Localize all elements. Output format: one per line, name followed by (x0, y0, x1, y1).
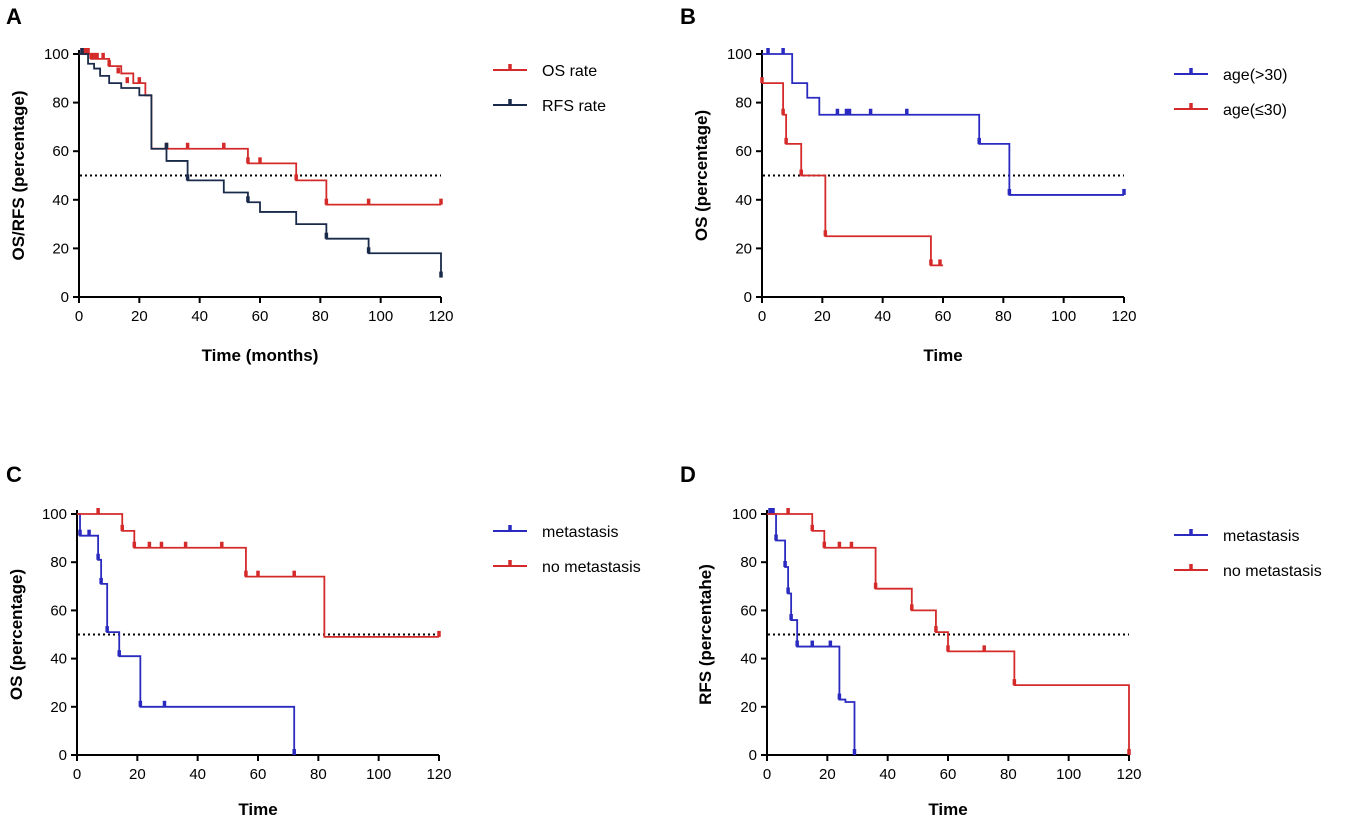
legend-label: RFS rate (542, 98, 606, 115)
y-tick-label: 80 (735, 95, 752, 112)
x-tick-label: 60 (252, 308, 269, 325)
x-tick-label: 40 (879, 766, 896, 783)
x-tick-label: 80 (995, 308, 1012, 325)
series-line-0 (762, 53, 1124, 196)
x-tick-label: 20 (814, 308, 831, 325)
y-tick-label: 60 (740, 602, 757, 619)
panel-letter: C (6, 462, 22, 487)
y-tick-label: 100 (732, 506, 757, 523)
legend-label: age(>30) (1223, 67, 1288, 84)
chart-panel-d: D 0 20 40 60 80 100 0 20 40 60 80 100 120 Time RFS (per… (680, 462, 1322, 818)
legend-label: age(≤30) (1223, 102, 1287, 119)
y-tick-label: 60 (52, 143, 69, 160)
y-tick-label: 20 (735, 240, 752, 257)
y-tick-label: 100 (44, 46, 69, 63)
x-tick-label: 60 (250, 766, 267, 783)
y-tick-label: 60 (50, 602, 67, 619)
panel-letter: B (680, 4, 696, 29)
x-tick-label: 100 (1051, 308, 1076, 325)
chart-panel-c: C 0 20 40 60 80 100 0 20 40 60 80 100 120 Time OS (perc… (6, 462, 641, 818)
y-axis-title: OS (percentage) (7, 569, 26, 700)
legend-label: no metastasis (542, 559, 641, 576)
y-tick-label: 0 (61, 289, 69, 306)
y-tick-label: 80 (50, 554, 67, 571)
x-tick-label: 100 (368, 308, 393, 325)
y-axis-title: OS/RFS (percentage) (9, 90, 28, 260)
x-tick-label: 100 (366, 766, 391, 783)
x-tick-label: 80 (1000, 766, 1017, 783)
y-tick-label: 100 (727, 46, 752, 63)
legend-label: metastasis (1223, 528, 1299, 545)
x-tick-label: 120 (426, 766, 451, 783)
x-tick-label: 120 (1116, 766, 1141, 783)
x-tick-label: 60 (935, 308, 952, 325)
x-tick-label: 20 (819, 766, 836, 783)
y-tick-label: 100 (42, 506, 67, 523)
y-tick-label: 0 (744, 289, 752, 306)
x-tick-label: 0 (73, 766, 81, 783)
legend-label: metastasis (542, 524, 618, 541)
y-tick-label: 20 (740, 699, 757, 716)
y-tick-label: 40 (740, 651, 757, 668)
y-axis-title: OS (percentage) (692, 110, 711, 241)
legend-label: no metastasis (1223, 563, 1322, 580)
x-tick-label: 0 (75, 308, 83, 325)
y-tick-label: 40 (50, 651, 67, 668)
x-tick-label: 0 (763, 766, 771, 783)
series-line-1 (77, 513, 439, 638)
x-axis-title: Time (928, 800, 967, 818)
legend-label: OS rate (542, 63, 597, 80)
y-tick-label: 0 (59, 747, 67, 764)
x-tick-label: 120 (428, 308, 453, 325)
x-tick-label: 40 (189, 766, 206, 783)
x-tick-label: 20 (129, 766, 146, 783)
y-tick-label: 80 (740, 554, 757, 571)
y-tick-label: 20 (50, 699, 67, 716)
y-axis-title: RFS (percentahe) (696, 564, 715, 705)
chart-panel-b: B 0 20 40 60 80 100 0 20 40 60 80 100 120 Time OS (perc… (680, 4, 1288, 365)
x-tick-label: 60 (940, 766, 957, 783)
y-tick-label: 60 (735, 143, 752, 160)
chart-panel-a: A 0 20 40 60 80 100 0 20 40 60 80 100 120 Time (months… (6, 4, 606, 365)
x-tick-label: 80 (312, 308, 329, 325)
series-line-1 (762, 82, 943, 267)
x-axis-title: Time (months) (202, 346, 319, 365)
x-tick-label: 80 (310, 766, 327, 783)
y-tick-label: 20 (52, 240, 69, 257)
y-tick-label: 40 (52, 192, 69, 209)
y-tick-label: 40 (735, 192, 752, 209)
x-axis-title: Time (238, 800, 277, 818)
panel-letter: D (680, 462, 696, 487)
x-tick-label: 100 (1056, 766, 1081, 783)
series-line-1 (79, 53, 442, 278)
y-tick-label: 0 (749, 747, 757, 764)
x-tick-label: 40 (191, 308, 208, 325)
series-line-0 (767, 513, 856, 755)
x-tick-label: 0 (758, 308, 766, 325)
series-line-0 (79, 53, 441, 206)
x-tick-label: 40 (874, 308, 891, 325)
panel-letter: A (6, 4, 22, 29)
x-axis-title: Time (923, 346, 962, 365)
series-line-0 (77, 513, 296, 755)
x-tick-label: 20 (131, 308, 148, 325)
y-tick-label: 80 (52, 95, 69, 112)
x-tick-label: 120 (1111, 308, 1136, 325)
